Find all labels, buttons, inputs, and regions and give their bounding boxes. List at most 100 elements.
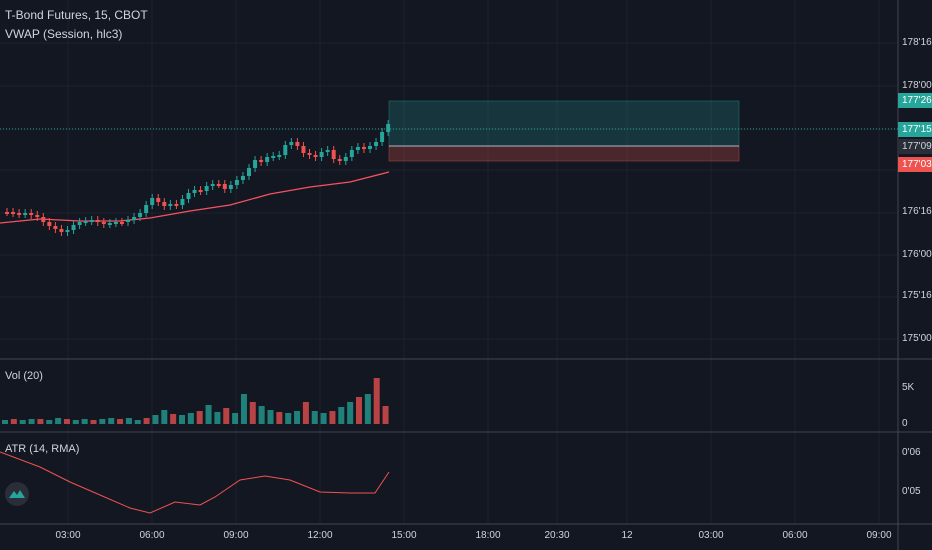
candle-body xyxy=(386,124,391,132)
candle-body xyxy=(113,222,118,224)
vwap-legend[interactable]: VWAP (Session, hlc3) xyxy=(5,27,123,41)
candle-body xyxy=(174,204,179,206)
candle-body xyxy=(265,157,270,162)
candle-body xyxy=(253,160,258,168)
candle-body xyxy=(126,220,130,222)
candle-body xyxy=(295,142,300,146)
volume-bar xyxy=(37,419,44,424)
candle-body xyxy=(337,159,342,161)
candle-body xyxy=(23,213,28,215)
candle-body xyxy=(119,222,124,224)
volume-bar xyxy=(143,418,150,424)
candle-body xyxy=(132,217,137,220)
price-tick: 176'00 xyxy=(902,249,932,260)
volume-bar xyxy=(223,408,230,424)
candle-body xyxy=(301,146,306,153)
volume-bar xyxy=(196,411,203,424)
volume-bar xyxy=(240,394,247,424)
price-tick: 175'00 xyxy=(902,333,932,344)
candle-body xyxy=(343,157,348,161)
candle-body xyxy=(307,153,312,155)
time-tick: 06:00 xyxy=(782,530,808,541)
candle-body xyxy=(240,176,245,180)
time-tick: 15:00 xyxy=(391,530,417,541)
candle-body xyxy=(216,184,221,186)
vwap-line xyxy=(0,171,390,224)
entry-price-badge: 177'09 xyxy=(898,139,932,154)
grid-lines xyxy=(0,0,898,524)
candle-body xyxy=(150,198,155,205)
volume-bar xyxy=(28,419,35,424)
candle-body xyxy=(53,226,58,229)
candle-body xyxy=(277,155,282,157)
candle-body xyxy=(259,160,264,162)
volume-bar xyxy=(179,415,185,424)
candle-body xyxy=(101,222,106,224)
volume-bar xyxy=(161,410,168,424)
candle-body xyxy=(138,213,143,217)
time-tick: 20:30 xyxy=(544,530,570,541)
price-tick: 178'16 xyxy=(902,37,932,48)
volume-bar xyxy=(152,415,159,424)
volume-bar xyxy=(2,420,8,424)
target-price-badge: 177'26 xyxy=(898,93,932,108)
time-tick: 03:00 xyxy=(698,530,724,541)
volume-tick: 5K xyxy=(902,382,915,393)
candle-body xyxy=(247,168,251,176)
volume-bar xyxy=(187,413,194,424)
candlestick-series xyxy=(5,120,391,236)
time-tick: 06:00 xyxy=(139,530,165,541)
atr-line xyxy=(0,451,390,514)
volume-bar xyxy=(72,420,79,424)
volume-bar xyxy=(382,406,389,424)
volume-bar xyxy=(373,378,380,424)
volume-bar xyxy=(267,410,274,424)
volume-bar xyxy=(258,406,265,424)
stop-zone xyxy=(388,145,740,162)
volume-bar xyxy=(117,419,124,424)
candle-body xyxy=(77,222,82,225)
time-tick: 12 xyxy=(621,530,633,541)
candle-body xyxy=(41,217,46,222)
atr-legend[interactable]: ATR (14, RMA) xyxy=(5,443,80,455)
candle-body xyxy=(374,142,379,146)
candle-body xyxy=(35,215,40,217)
volume-bar xyxy=(55,418,62,424)
candle-body xyxy=(283,145,288,155)
time-tick: 18:00 xyxy=(475,530,501,541)
candle-body xyxy=(5,212,9,214)
profit-zone xyxy=(388,100,740,147)
time-tick: 09:00 xyxy=(866,530,892,541)
candle-body xyxy=(156,198,161,202)
candle-body xyxy=(271,156,276,158)
candle-body xyxy=(59,229,64,232)
symbol-legend[interactable]: T-Bond Futures, 15, CBOT xyxy=(5,8,148,22)
time-tick: 12:00 xyxy=(307,530,333,541)
volume-tick: 0 xyxy=(902,418,908,429)
volume-bar xyxy=(19,420,26,424)
volume-bar xyxy=(249,402,256,424)
volume-bar xyxy=(285,413,292,424)
tradingview-logo-icon[interactable] xyxy=(5,482,29,506)
candle-body xyxy=(380,132,385,142)
volume-legend[interactable]: Vol (20) xyxy=(5,370,43,382)
candle-body xyxy=(11,212,16,214)
candle-body xyxy=(331,150,336,159)
volume-bar xyxy=(214,412,221,424)
price-tick: 175'16 xyxy=(902,290,932,301)
atr-tick: 0'06 xyxy=(902,447,921,458)
volume-bar xyxy=(63,419,70,424)
candle-body xyxy=(192,190,197,193)
volume-bars xyxy=(2,378,389,424)
price-tick: 176'16 xyxy=(902,206,932,217)
volume-bar xyxy=(170,414,177,424)
volume-bar xyxy=(232,413,239,424)
candle-body xyxy=(65,230,70,232)
atr-tick: 0'05 xyxy=(902,486,921,497)
long-position-tool[interactable] xyxy=(388,100,740,162)
candle-body xyxy=(17,213,22,215)
volume-bar xyxy=(90,420,97,424)
candle-body xyxy=(361,147,366,149)
candle-body xyxy=(234,180,239,185)
